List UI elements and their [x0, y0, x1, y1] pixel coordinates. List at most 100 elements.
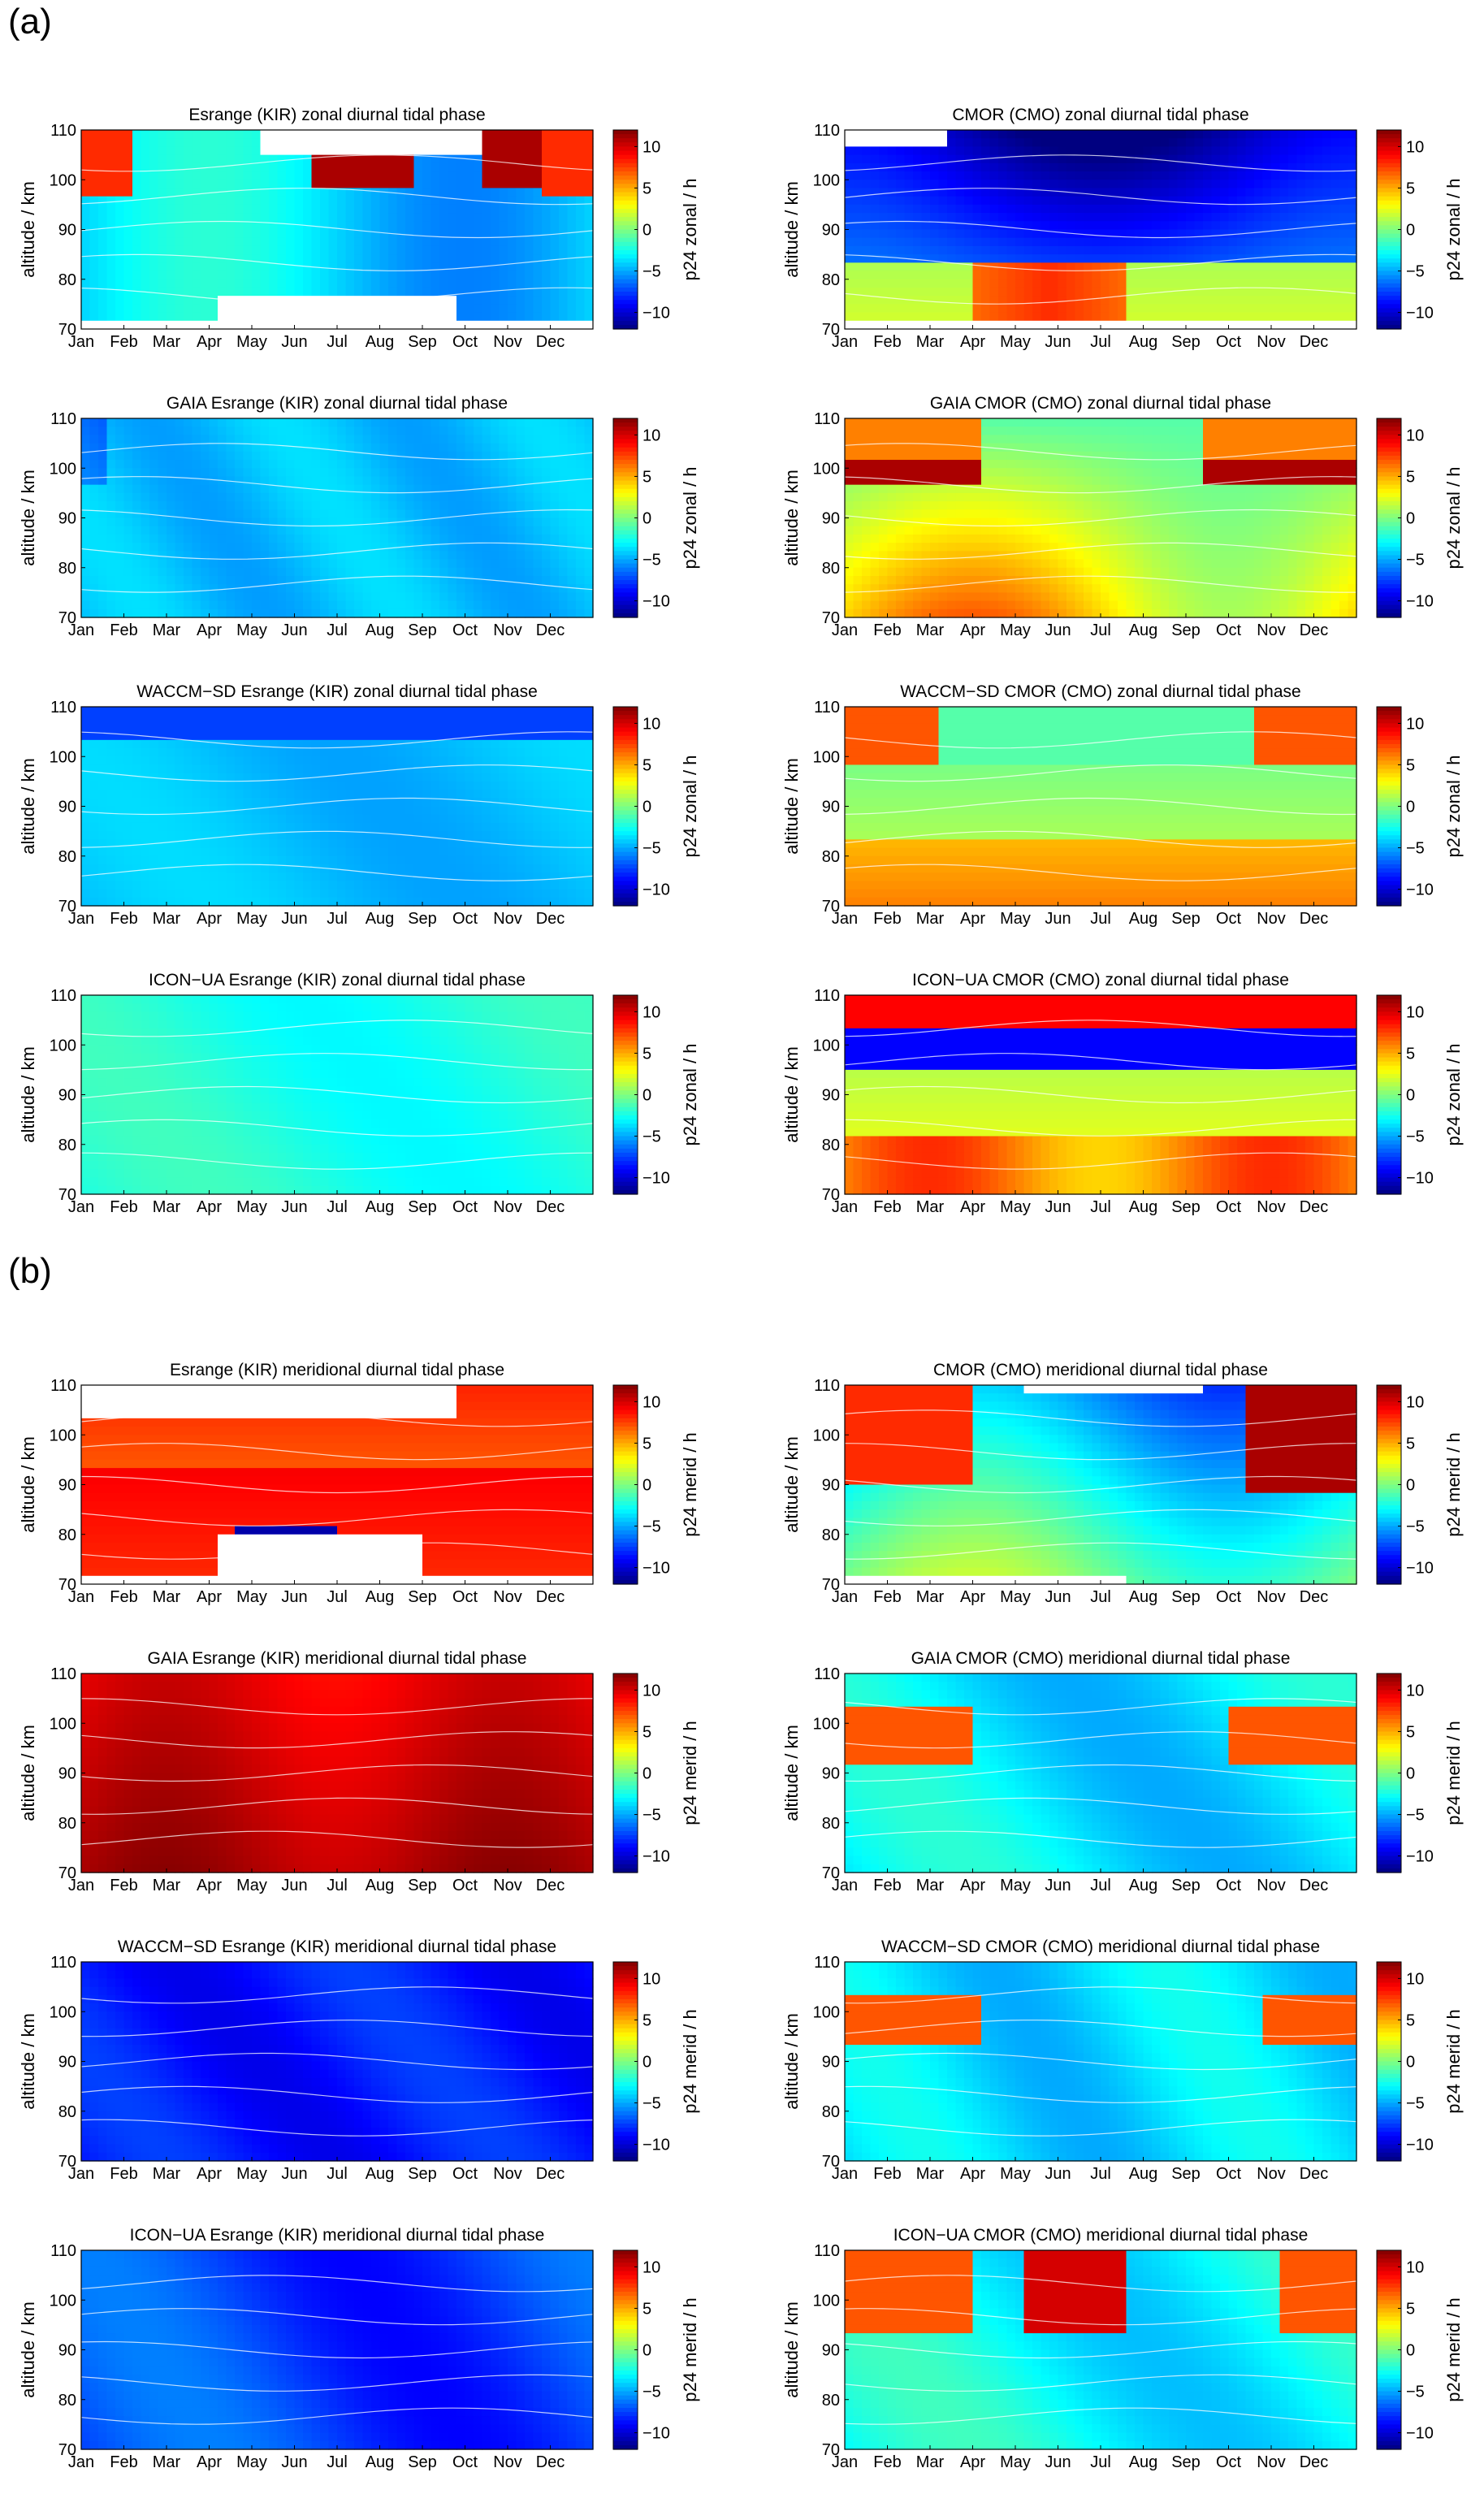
colorbar-tick-label: −10: [1406, 881, 1434, 899]
x-tick-label: Oct: [1216, 621, 1242, 639]
x-tick-label: Dec: [1300, 910, 1329, 928]
y-tick-label: 90: [822, 2054, 840, 2072]
x-tick-label: May: [1000, 910, 1031, 928]
colorbar-tick-label: 5: [1406, 1045, 1415, 1063]
colorbar-tick-label: −10: [1406, 593, 1434, 611]
heatmap-svg: WACCM−SD CMOR (CMO) meridional diurnal t…: [768, 1929, 1484, 2206]
x-tick-label: Sep: [408, 2453, 437, 2471]
x-tick-label: Feb: [873, 1877, 901, 1894]
colorbar-tick-label: 5: [1406, 2011, 1415, 2029]
heatmap-svg: ICON−UA CMOR (CMO) zonal diurnal tidal p…: [768, 963, 1484, 1239]
colorbar-tick-label: −10: [642, 305, 670, 323]
x-tick-label: Oct: [452, 1588, 478, 1606]
colorbar: [613, 1962, 638, 2162]
panel-title: ICON−UA CMOR (CMO) meridional diurnal ti…: [893, 2226, 1309, 2245]
colorbar-tick-label: −10: [1406, 305, 1434, 323]
x-tick-label: Aug: [1129, 1198, 1158, 1216]
y-tick-label: 80: [822, 1137, 840, 1154]
colorbar: [613, 995, 638, 1195]
x-tick-label: Apr: [960, 621, 985, 639]
x-tick-label: Mar: [916, 333, 945, 351]
x-tick-label: Jul: [1090, 910, 1111, 928]
x-tick-label: Apr: [197, 1198, 222, 1216]
colorbar-tick-label: 10: [1406, 1003, 1424, 1021]
x-tick-label: Jul: [1090, 2453, 1111, 2471]
colorbar-tick-label: −10: [642, 1170, 670, 1188]
y-tick-label: 100: [50, 171, 76, 189]
panel-b_kir_obs: Esrange (KIR) meridional diurnal tidal p…: [4, 1353, 727, 1629]
x-tick-label: Apr: [197, 1588, 222, 1606]
x-tick-label: Mar: [916, 1588, 945, 1606]
panel-title: WACCM−SD CMOR (CMO) zonal diurnal tidal …: [900, 682, 1300, 701]
heatmap-cells: [845, 1673, 1357, 1873]
x-tick-label: Oct: [452, 1877, 478, 1894]
x-tick-label: Apr: [197, 910, 222, 928]
x-tick-label: Nov: [1257, 2165, 1286, 2183]
y-axis-label: altitude / km: [18, 1725, 38, 1821]
x-tick-label: Apr: [960, 1877, 985, 1894]
x-tick-label: Jun: [1045, 1588, 1071, 1606]
panel-title: Esrange (KIR) meridional diurnal tidal p…: [170, 1361, 504, 1379]
panel-a_kir_icon: ICON−UA Esrange (KIR) zonal diurnal tida…: [4, 963, 727, 1239]
x-tick-label: May: [1000, 621, 1031, 639]
x-tick-label: Feb: [110, 1588, 137, 1606]
colorbar-tick-label: 0: [1406, 510, 1415, 528]
colorbar-tick-label: −5: [1406, 552, 1425, 569]
x-tick-label: Dec: [1300, 333, 1329, 351]
x-tick-label: Oct: [452, 910, 478, 928]
colorbar-label: p24 zonal / h: [1443, 1044, 1464, 1146]
y-tick-label: 100: [813, 1427, 840, 1444]
x-tick-label: Aug: [1129, 333, 1158, 351]
x-tick-label: Oct: [452, 2453, 478, 2471]
x-tick-label: Jul: [327, 333, 348, 351]
x-tick-label: Mar: [153, 621, 181, 639]
x-tick-label: May: [236, 1588, 267, 1606]
colorbar-tick-label: 0: [642, 222, 651, 240]
x-tick-label: Feb: [110, 1877, 137, 1894]
y-tick-label: 100: [50, 1037, 76, 1054]
y-axis-label: altitude / km: [18, 2301, 38, 2398]
y-tick-label: 80: [822, 271, 840, 289]
y-tick-label: 70: [822, 609, 840, 627]
x-tick-label: Jun: [1045, 910, 1071, 928]
x-tick-label: Aug: [1129, 621, 1158, 639]
x-tick-label: Jul: [1090, 2165, 1111, 2183]
colorbar-tick-label: 10: [642, 426, 660, 444]
y-tick-label: 90: [822, 1087, 840, 1105]
x-tick-label: May: [236, 621, 267, 639]
panel-b_cmo_gaia: GAIA CMOR (CMO) meridional diurnal tidal…: [768, 1641, 1484, 1917]
heatmap-svg: GAIA Esrange (KIR) zonal diurnal tidal p…: [4, 386, 727, 662]
x-tick-label: Aug: [366, 2453, 395, 2471]
x-tick-label: May: [236, 333, 267, 351]
colorbar-tick-label: −10: [642, 1848, 670, 1866]
y-tick-label: 110: [814, 1954, 840, 1972]
x-tick-label: Jun: [1045, 2165, 1071, 2183]
panel-b_kir_gaia: GAIA Esrange (KIR) meridional diurnal ti…: [4, 1641, 727, 1917]
colorbar-tick-label: 0: [1406, 1087, 1415, 1105]
x-tick-label: Apr: [960, 1588, 985, 1606]
x-tick-label: May: [236, 2165, 267, 2183]
colorbar-tick-label: 10: [642, 1393, 660, 1411]
heatmap-svg: ICON−UA Esrange (KIR) zonal diurnal tida…: [4, 963, 727, 1239]
y-tick-label: 100: [813, 1037, 840, 1054]
colorbar-tick-label: 10: [642, 1970, 660, 1988]
x-tick-label: May: [1000, 1877, 1031, 1894]
colorbar-tick-label: −10: [642, 881, 670, 899]
colorbar-tick-label: −10: [642, 593, 670, 611]
x-tick-label: Oct: [1216, 333, 1242, 351]
x-tick-label: Mar: [916, 1877, 945, 1894]
colorbar-tick-label: −5: [642, 263, 661, 281]
x-tick-label: Feb: [873, 910, 901, 928]
section-a-label: (a): [8, 2, 52, 42]
x-tick-label: Dec: [536, 910, 565, 928]
y-tick-label: 80: [822, 1815, 840, 1833]
x-tick-label: Jul: [327, 1877, 348, 1894]
x-tick-label: Jun: [1045, 333, 1071, 351]
heatmap-svg: WACCM−SD Esrange (KIR) zonal diurnal tid…: [4, 674, 727, 950]
x-tick-label: Jul: [327, 621, 348, 639]
x-tick-label: Jul: [327, 910, 348, 928]
colorbar-tick-label: 5: [642, 1045, 651, 1063]
colorbar-tick-label: 5: [1406, 756, 1415, 774]
x-tick-label: May: [236, 2453, 267, 2471]
